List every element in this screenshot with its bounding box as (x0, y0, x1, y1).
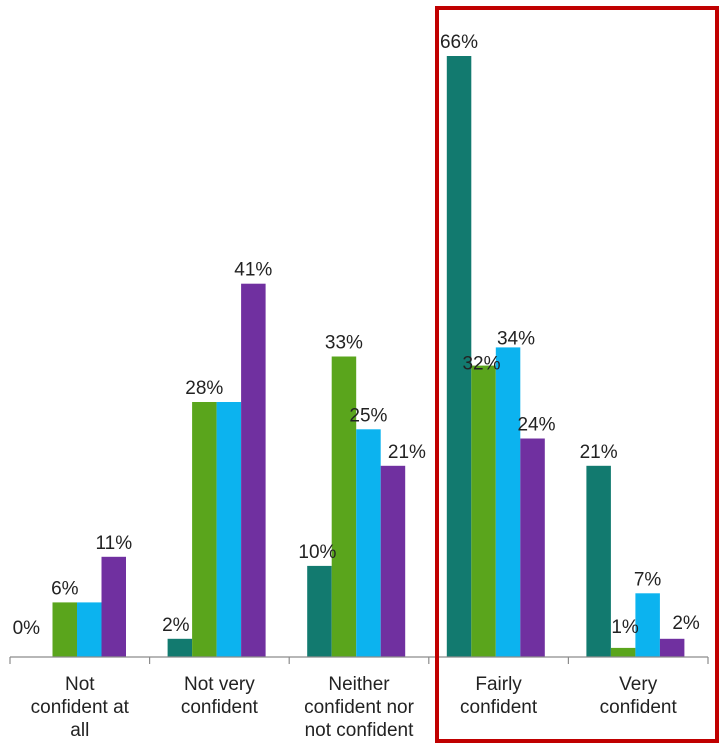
category-label: Neither confident nor not confident (304, 674, 415, 741)
bar (52, 602, 77, 657)
bar (495, 347, 521, 657)
data-label: 66% (440, 32, 478, 53)
bar (167, 638, 193, 657)
data-label: 2% (672, 613, 700, 634)
bar (586, 465, 611, 657)
bar (356, 429, 381, 657)
data-label: 10% (298, 542, 336, 563)
bar (192, 402, 217, 657)
bar (520, 438, 545, 657)
bar (635, 593, 660, 657)
highlight-box (435, 6, 719, 743)
data-label: 25% (349, 405, 387, 426)
bar (659, 638, 685, 657)
data-label: 0% (13, 618, 41, 639)
bar (77, 602, 102, 657)
bar (610, 647, 636, 657)
data-label: 33% (325, 333, 363, 354)
data-label: 1% (611, 617, 639, 638)
data-label: 24% (517, 415, 555, 436)
category-label: Not confident at all (31, 674, 130, 741)
data-label: 34% (497, 328, 535, 349)
bar (216, 402, 242, 657)
data-label: 21% (388, 442, 426, 463)
bar (331, 356, 357, 657)
bar (380, 465, 406, 657)
data-label: 2% (162, 615, 190, 636)
data-label: 32% (462, 354, 500, 375)
category-label: Not very confident (181, 674, 259, 718)
data-label: 6% (51, 578, 79, 599)
bar (307, 565, 332, 657)
bar (471, 365, 496, 657)
data-label: 28% (185, 378, 223, 399)
bar (101, 556, 126, 657)
data-label: 41% (234, 260, 272, 281)
bar (446, 56, 472, 657)
bar (241, 283, 266, 657)
data-label: 21% (580, 442, 618, 463)
data-label: 7% (634, 569, 662, 590)
category-label: Very confident (600, 674, 678, 718)
data-label: 11% (95, 533, 132, 554)
category-label: Fairly confident (460, 674, 538, 718)
